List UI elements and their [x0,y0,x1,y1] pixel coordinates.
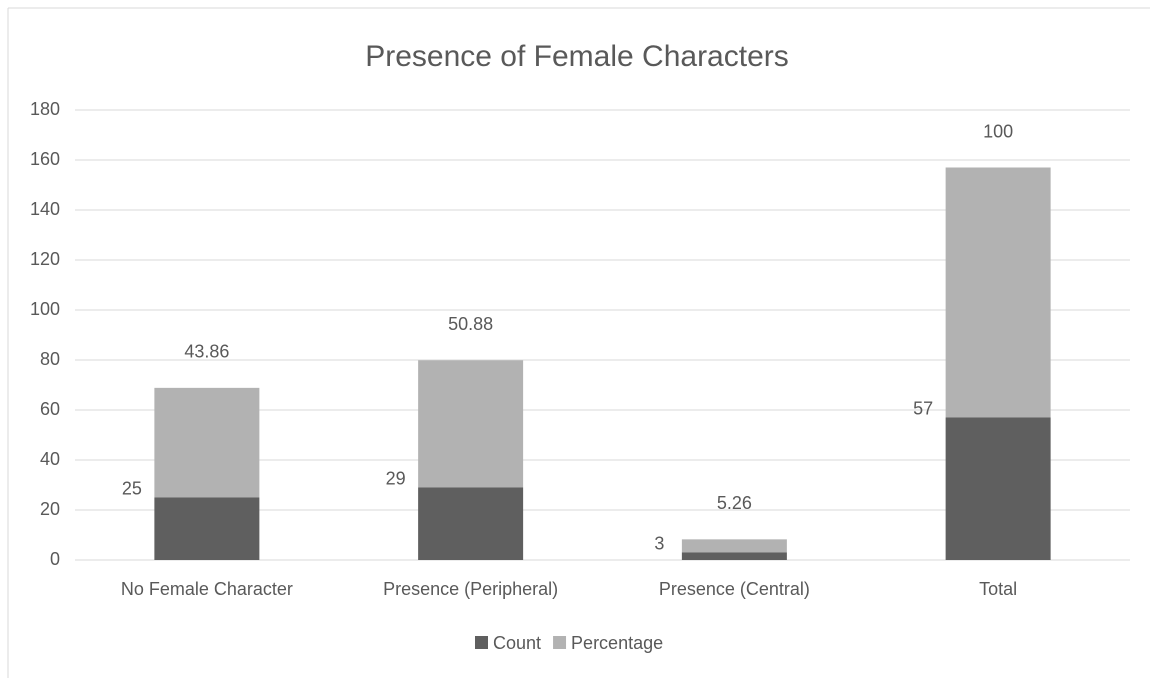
y-tick-label: 120 [30,249,60,269]
data-label: 57 [913,398,933,418]
bar-segment [681,539,787,553]
bar-segment [945,417,1051,560]
bar-segment [154,387,260,498]
chart-title: Presence of Female Characters [365,40,789,73]
bar-segment [945,167,1051,418]
y-tick-label: 20 [40,499,60,519]
x-tick-label: Presence (Central) [659,579,810,599]
bar-segment [418,487,524,560]
data-label: 25 [122,478,142,498]
legend-label: Percentage [571,633,663,653]
data-label: 29 [386,468,406,488]
x-tick-label: Total [979,579,1017,599]
legend-swatch [475,636,488,649]
data-label: 3 [654,533,664,553]
bar-segment [418,360,524,488]
data-label: 5.26 [717,493,752,513]
data-label: 100 [983,121,1013,141]
legend-label: Count [493,633,541,653]
x-tick-label: No Female Character [121,579,293,599]
y-tick-label: 140 [30,199,60,219]
data-label: 50.88 [448,314,493,334]
data-label: 43.86 [184,342,229,362]
y-tick-label: 160 [30,149,60,169]
y-tick-label: 100 [30,299,60,319]
y-tick-label: 80 [40,349,60,369]
y-tick-label: 40 [40,449,60,469]
y-tick-label: 180 [30,99,60,119]
x-tick-label: Presence (Peripheral) [383,579,558,599]
y-tick-label: 0 [50,549,60,569]
legend-swatch [553,636,567,649]
bar-segment [154,497,260,560]
y-tick-label: 60 [40,399,60,419]
bar-segment [681,552,787,560]
